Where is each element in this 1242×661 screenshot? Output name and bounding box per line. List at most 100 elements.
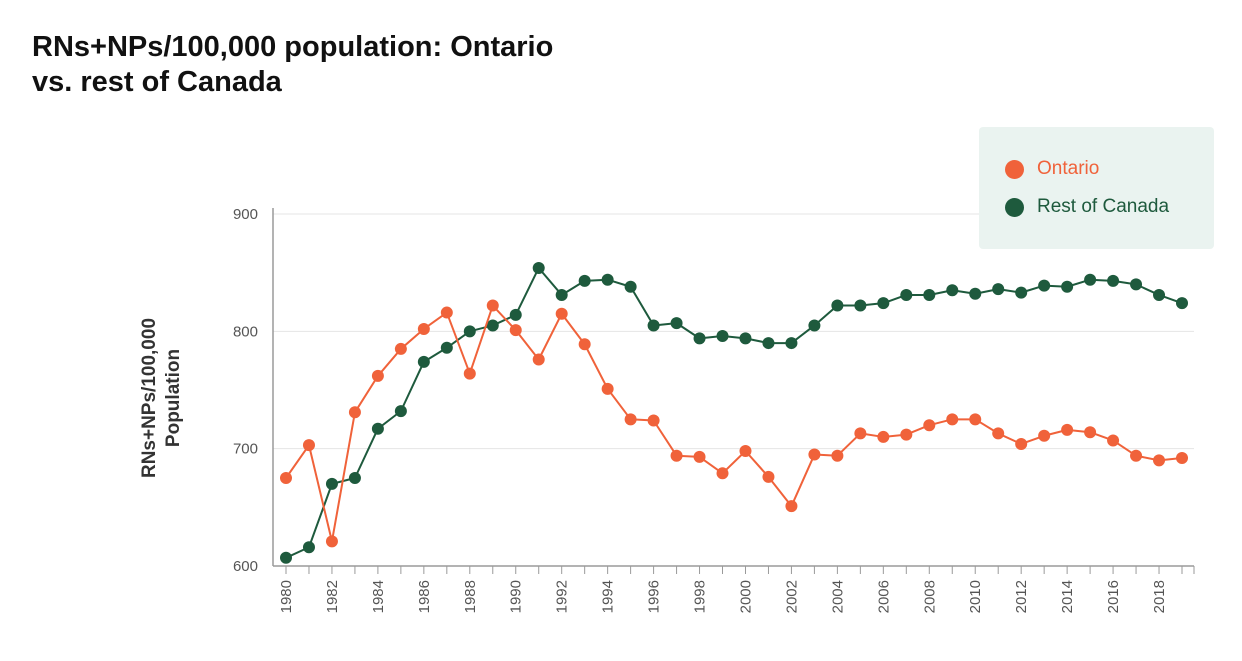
- data-point-ontario-1997: [670, 449, 683, 462]
- data-point-ontario-2014: [1061, 423, 1074, 436]
- y-tick-label-600: 600: [233, 558, 258, 575]
- legend-marker-rest-of-canada: [1005, 197, 1024, 217]
- x-tick-label-2006: 2006: [875, 580, 892, 613]
- data-point-ontario-2003: [808, 448, 821, 461]
- x-tick-labels: 1980 1982 1984 1986 1988 1990 1992 1994 1996 1998…: [278, 580, 1168, 613]
- data-point-ontario-2019: [1176, 452, 1188, 465]
- data-point-rest-of-canada-2013: [1038, 279, 1051, 292]
- data-point-rest-of-canada-1984: [371, 422, 384, 435]
- data-point-ontario-2001: [762, 470, 775, 483]
- data-point-rest-of-canada-1983: [348, 472, 361, 484]
- data-point-ontario-2010: [969, 413, 982, 426]
- data-point-rest-of-canada-2004: [831, 299, 844, 312]
- data-point-ontario-1983: [348, 406, 361, 419]
- legend-label-rest-of-canada: Rest of Canada: [1037, 196, 1170, 217]
- data-point-ontario-1986: [417, 322, 430, 335]
- data-point-ontario-2012: [1015, 437, 1028, 450]
- data-point-rest-of-canada-2014: [1061, 280, 1074, 293]
- legend-item-rest-of-canada: Rest of Canada: [1005, 196, 1169, 218]
- data-point-rest-of-canada-1985: [394, 405, 407, 418]
- x-tick-label-1994: 1994: [600, 580, 617, 613]
- data-point-rest-of-canada-2012: [1015, 286, 1028, 299]
- data-point-rest-of-canada-2017: [1130, 278, 1143, 291]
- axes: [272, 208, 1195, 574]
- data-point-ontario-2016: [1107, 434, 1120, 447]
- x-tick-label-2000: 2000: [737, 580, 754, 613]
- data-point-rest-of-canada-2019: [1176, 297, 1188, 310]
- data-point-rest-of-canada-1993: [578, 274, 591, 287]
- data-point-rest-of-canada-1981: [302, 541, 315, 554]
- data-point-rest-of-canada-1992: [555, 288, 568, 301]
- data-point-rest-of-canada-2015: [1084, 273, 1097, 286]
- data-point-rest-of-canada-1987: [440, 341, 453, 354]
- data-point-rest-of-canada-1995: [624, 280, 637, 293]
- series-line-rest-of-canada: [285, 266, 1183, 559]
- data-point-ontario-2018: [1153, 454, 1166, 467]
- data-point-rest-of-canada-1990: [509, 308, 522, 321]
- x-tick-label-2002: 2002: [783, 580, 800, 613]
- data-point-rest-of-canada-1999: [716, 330, 729, 343]
- data-point-ontario-2004: [831, 449, 844, 462]
- data-point-ontario-2009: [946, 413, 959, 426]
- series-rest-of-canada: [280, 261, 1188, 564]
- x-tick-label-1988: 1988: [462, 580, 479, 613]
- data-point-rest-of-canada-2009: [946, 284, 959, 297]
- data-point-ontario-1981: [302, 439, 315, 452]
- y-tick-labels: 600 700 800 900: [233, 206, 258, 575]
- legend-label-ontario: Ontario: [1037, 158, 1100, 179]
- data-point-rest-of-canada-2016: [1107, 274, 1120, 287]
- data-point-ontario-2000: [739, 445, 752, 458]
- data-point-ontario-2002: [785, 500, 798, 513]
- x-tick-label-2014: 2014: [1059, 580, 1076, 613]
- data-point-ontario-2008: [923, 419, 936, 432]
- legend-marker-ontario: [1005, 159, 1024, 179]
- data-point-rest-of-canada-1986: [417, 355, 430, 368]
- data-point-ontario-1995: [624, 413, 637, 426]
- x-tick-label-2004: 2004: [829, 580, 846, 613]
- data-point-ontario-1989: [486, 299, 499, 312]
- data-point-ontario-2013: [1038, 429, 1051, 442]
- data-point-rest-of-canada-2008: [923, 288, 936, 301]
- data-point-ontario-2017: [1130, 449, 1143, 462]
- y-axis-label-line1: RNs+NPs/100,000: [139, 318, 160, 478]
- data-point-rest-of-canada-1982: [325, 477, 338, 490]
- y-axis-label-line2: Population: [163, 349, 184, 447]
- chart-title: RNs+NPs/100,000 population: Ontario vs. …: [32, 30, 732, 100]
- x-tick-label-1984: 1984: [370, 580, 387, 613]
- series-ontario: [280, 299, 1188, 548]
- data-point-rest-of-canada-2010: [969, 287, 982, 300]
- data-point-rest-of-canada-2007: [900, 288, 913, 301]
- data-point-rest-of-canada-2003: [808, 319, 821, 332]
- data-point-rest-of-canada-2006: [877, 297, 890, 310]
- data-point-rest-of-canada-1988: [463, 325, 476, 338]
- data-point-ontario-1996: [647, 414, 660, 427]
- data-point-ontario-2007: [900, 428, 913, 441]
- x-tick-label-2010: 2010: [967, 580, 984, 613]
- data-point-ontario-1982: [325, 535, 338, 548]
- x-tick-label-1982: 1982: [324, 580, 341, 613]
- y-tick-label-900: 900: [233, 206, 258, 223]
- data-point-ontario-1998: [693, 450, 706, 463]
- data-point-ontario-1990: [509, 324, 522, 337]
- x-tick-label-2008: 2008: [921, 580, 938, 613]
- chart-title-line1: RNs+NPs/100,000 population: Ontario: [32, 31, 554, 63]
- data-point-ontario-1988: [463, 367, 476, 380]
- y-tick-label-800: 800: [233, 323, 258, 340]
- data-point-rest-of-canada-1989: [486, 319, 499, 332]
- x-tick-label-2018: 2018: [1151, 580, 1168, 613]
- data-point-rest-of-canada-1996: [647, 319, 660, 332]
- data-point-ontario-2011: [992, 427, 1005, 440]
- x-tick-label-1998: 1998: [692, 580, 709, 613]
- data-point-rest-of-canada-2011: [992, 283, 1005, 296]
- series-group: [280, 261, 1188, 564]
- x-tick-label-2016: 2016: [1105, 580, 1122, 613]
- data-point-ontario-1992: [555, 307, 568, 320]
- data-point-ontario-1993: [578, 338, 591, 351]
- data-point-rest-of-canada-1980: [280, 551, 292, 564]
- data-point-rest-of-canada-2005: [854, 299, 867, 312]
- x-tick-label-1986: 1986: [416, 580, 433, 613]
- data-point-rest-of-canada-2001: [762, 337, 775, 350]
- data-point-ontario-2015: [1084, 426, 1097, 439]
- data-point-rest-of-canada-1991: [532, 261, 545, 274]
